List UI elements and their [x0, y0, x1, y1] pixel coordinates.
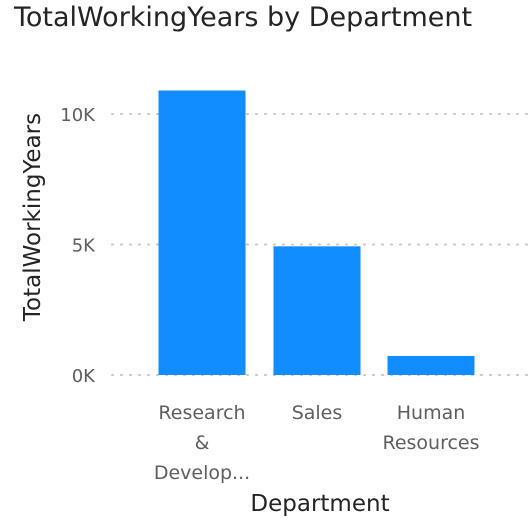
y-tick-label: 5K — [72, 236, 96, 257]
bottom-edge — [0, 525, 532, 529]
y-tick-label: 10K — [60, 105, 96, 126]
x-tick-label: Human — [397, 402, 466, 424]
x-tick-label: Develop... — [154, 462, 250, 484]
bar[interactable] — [273, 246, 361, 375]
bar[interactable] — [387, 355, 475, 375]
x-tick-label: & — [195, 432, 210, 454]
x-tick-label: Research — [158, 402, 245, 424]
bar[interactable] — [158, 90, 246, 375]
x-tick-label: Resources — [382, 432, 479, 454]
y-axis-ticks: 0K 5K 10K — [60, 105, 96, 387]
bars — [158, 90, 475, 375]
chart-title: TotalWorkingYears by Department — [14, 2, 473, 33]
x-axis-title: Department — [250, 491, 389, 517]
y-axis-title: TotalWorkingYears — [20, 113, 46, 322]
y-tick-label: 0K — [72, 366, 96, 387]
x-tick-label: Sales — [292, 402, 343, 424]
x-axis-category-labels: Research & Develop... Sales Human Resources — [154, 402, 480, 484]
